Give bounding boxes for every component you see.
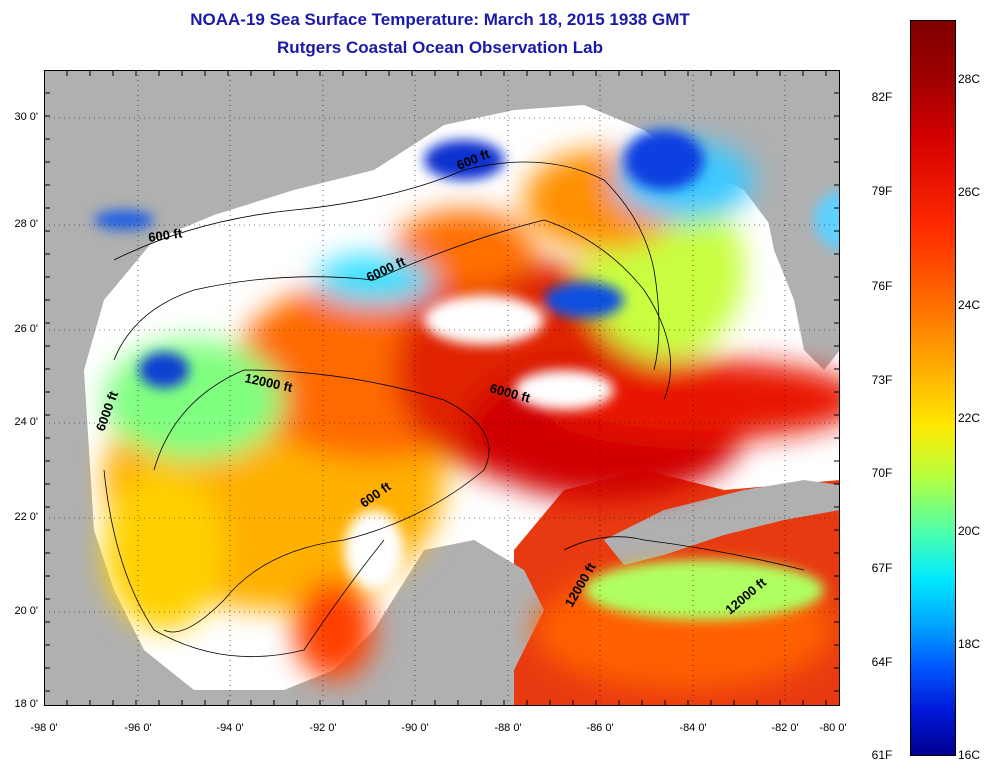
y-tick-label: 26 0'	[14, 323, 38, 335]
contour-label: 600 ft	[147, 225, 183, 245]
contour-12000ft-c	[563, 536, 805, 571]
colorbar-celsius-label: 28C	[958, 72, 981, 86]
colorbar-fahrenheit-label: 73F	[871, 373, 893, 387]
x-tick-label: -90 0'	[401, 722, 429, 734]
x-tick-label: -94 0'	[216, 722, 244, 734]
y-tick-label: 24 0'	[14, 416, 38, 428]
colorbar-celsius-label: 24C	[958, 298, 981, 312]
cuba	[604, 480, 840, 565]
colorbar-celsius-label: 20C	[958, 524, 981, 538]
contour-600ft	[113, 161, 660, 371]
colorbar-fahrenheit-label: 82F	[871, 90, 893, 104]
contour-12000ft	[153, 369, 490, 633]
colorbar-fahrenheit-label: 64F	[871, 655, 893, 669]
y-tick-label: 28 0'	[14, 218, 38, 230]
y-tick-label: 22 0'	[14, 511, 38, 523]
x-tick-label: -82 0'	[771, 722, 799, 734]
x-tick-label: -80 0'	[819, 722, 847, 734]
x-tick-label: -88 0'	[494, 722, 522, 734]
yucatan	[344, 540, 544, 706]
y-tick-label: 20 0'	[14, 605, 38, 617]
x-tick-label: -98 0'	[30, 722, 58, 734]
colorbar-celsius-label: 22C	[958, 411, 981, 425]
contour-6000ft	[113, 219, 672, 401]
sst-map: 600 ft 600 ft 6000 ft 12000 ft 6000 ft 6…	[44, 70, 840, 706]
contour-6000ft-b	[103, 469, 385, 658]
x-tick-label: -86 0'	[586, 722, 614, 734]
colorbar-fahrenheit-label: 76F	[871, 279, 893, 293]
x-tick-label: -84 0'	[679, 722, 707, 734]
map-title: NOAA-19 Sea Surface Temperature: March 1…	[190, 10, 690, 29]
colorbar-fahrenheit-label: 70F	[871, 466, 893, 480]
map-subtitle: Rutgers Coastal Ocean Observation Lab	[277, 38, 603, 57]
x-tick-label: -96 0'	[124, 722, 152, 734]
y-tick-label: 30 0'	[14, 111, 38, 123]
y-tick-label: 18 0'	[14, 698, 38, 710]
colorbar-celsius-label: 16C	[958, 748, 981, 762]
colorbar-fahrenheit-label: 79F	[871, 184, 893, 198]
x-tick-label: -92 0'	[309, 722, 337, 734]
temperature-colorbar	[910, 20, 956, 756]
colorbar-fahrenheit-label: 67F	[871, 561, 893, 575]
colorbar-fahrenheit-label: 61F	[871, 748, 893, 762]
colorbar-celsius-label: 26C	[958, 185, 981, 199]
colorbar-celsius-label: 18C	[958, 637, 981, 651]
